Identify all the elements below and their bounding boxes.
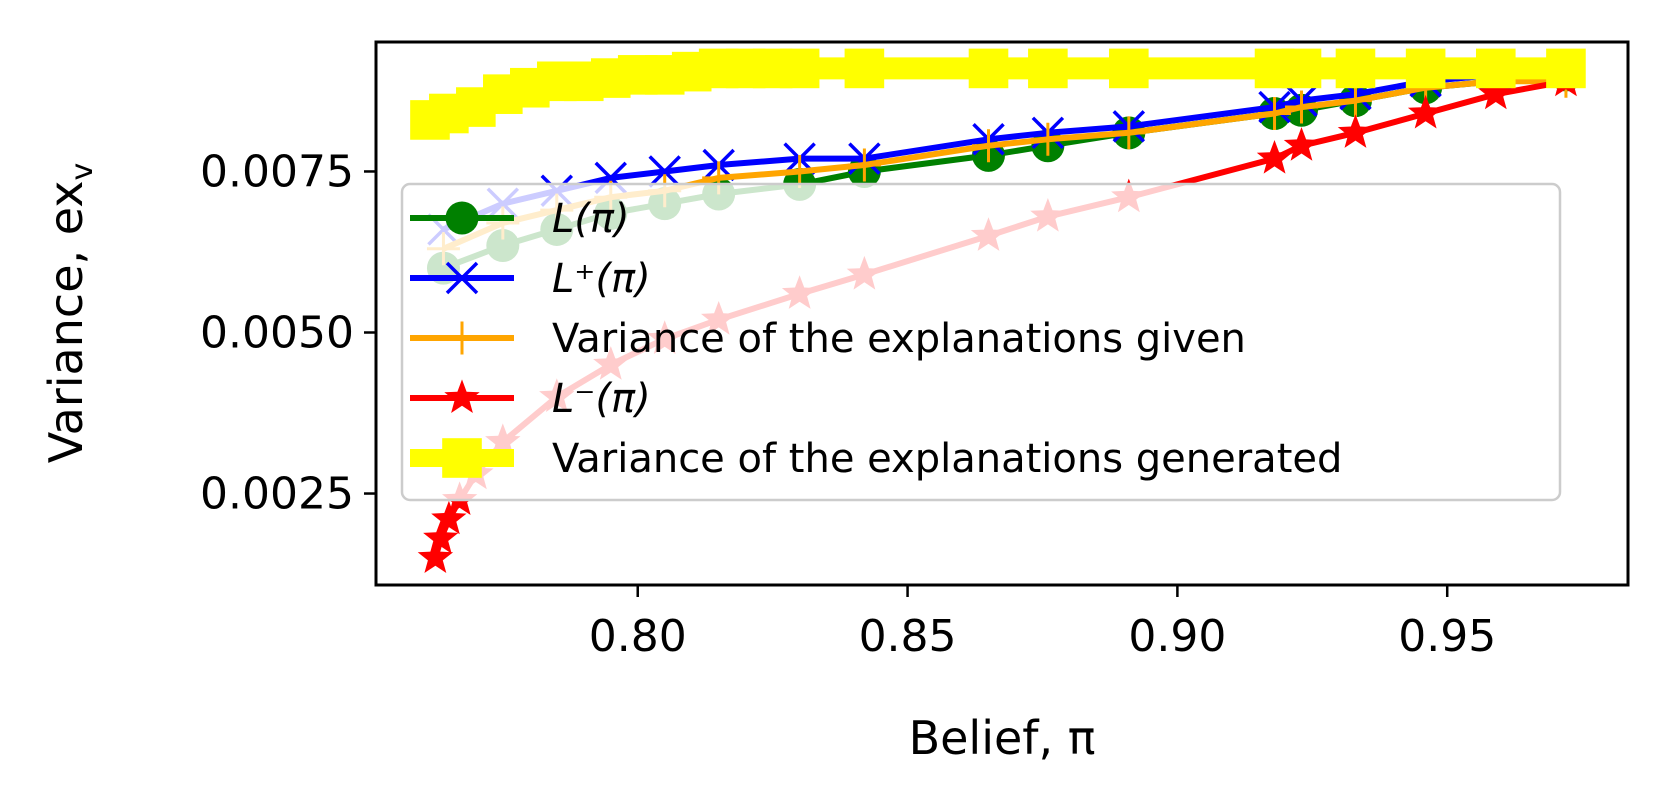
x-tick-label: 0.80	[589, 611, 687, 662]
y-axis-ticks: 0.0025 0.0050 0.0075	[200, 146, 376, 520]
series-5-point	[1028, 48, 1068, 89]
y-axis-label-main: Variance, ex	[39, 181, 93, 464]
legend-entry-2: L⁺(π)	[410, 256, 651, 302]
legend-label: L⁺(π)	[552, 256, 651, 302]
series-5-point	[1335, 48, 1376, 89]
x-axis-ticks: 0.80 0.85 0.90 0.95	[589, 585, 1496, 662]
legend-swatch-marker	[445, 201, 479, 235]
series-5-point	[1109, 48, 1149, 89]
legend-swatch-marker	[444, 379, 480, 413]
series-3-point	[847, 148, 881, 182]
series-4-point	[1283, 127, 1320, 161]
y-axis-label: Variance, exv	[39, 163, 100, 463]
legend-label: L(π)	[552, 196, 630, 242]
series-5	[410, 48, 1586, 140]
legend-label: L⁻(π)	[552, 376, 651, 422]
series-4-point	[417, 539, 454, 573]
plot-frame	[374, 40, 1630, 587]
series-4-point	[1337, 114, 1374, 148]
legend-swatch-marker	[442, 438, 482, 478]
legend-label: Variance of the explanations generated	[552, 436, 1342, 482]
legend-swatch-marker	[445, 321, 479, 355]
series-5-point	[844, 48, 885, 89]
y-tick-label: 0.0050	[200, 308, 354, 359]
series-5-point	[968, 48, 1009, 89]
legend-box	[400, 182, 1562, 502]
y-tick-label: 0.0075	[200, 146, 354, 197]
legend-entry-5: Variance of the explanations generated	[410, 436, 1342, 482]
x-tick-label: 0.95	[1398, 611, 1496, 662]
legend-entry-4: L⁻(π)	[410, 376, 651, 422]
x-tick-label: 0.85	[859, 611, 957, 662]
series-3-point	[1285, 90, 1319, 124]
series-5-point	[1475, 48, 1516, 89]
y-axis-label-subscript: v	[65, 163, 100, 181]
legend-entry-1: L(π)	[410, 196, 630, 242]
y-tick-label: 0.0025	[200, 469, 354, 520]
legend: L(π) L⁺(π) Variance of the explanations gi…	[400, 182, 1562, 502]
series-5-point	[779, 48, 820, 89]
series-4-point	[1407, 94, 1444, 129]
series-3-point	[972, 129, 1006, 163]
series-3-point	[1258, 96, 1292, 130]
series-4-point	[423, 520, 459, 554]
x-axis-label: Belief, π	[909, 711, 1096, 765]
series-5-point	[1546, 48, 1586, 89]
series-4-point	[1256, 140, 1293, 174]
series-3-point	[1031, 122, 1065, 156]
x-tick-label: 0.90	[1128, 611, 1226, 662]
series-3-point	[1112, 116, 1146, 150]
legend-entry-3: Variance of the explanations given	[410, 316, 1246, 362]
series-3-point	[783, 154, 817, 188]
series-5-point	[1405, 48, 1446, 89]
legend-swatch-marker	[445, 261, 479, 295]
legend-label: Variance of the explanations given	[552, 316, 1246, 362]
series-2-point	[648, 155, 681, 188]
series-5-point	[1281, 48, 1322, 89]
series-3-point	[1338, 84, 1372, 118]
series-4-point	[1478, 75, 1514, 110]
series-4-point	[431, 500, 467, 535]
